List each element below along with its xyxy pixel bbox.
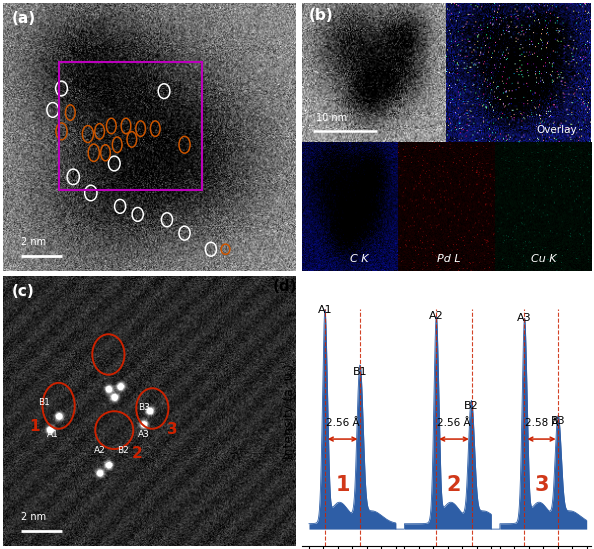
Text: C K: C K — [350, 254, 368, 264]
Text: Cu K: Cu K — [531, 254, 557, 264]
Text: B2: B2 — [465, 401, 479, 411]
Text: 2.56 Å: 2.56 Å — [437, 418, 470, 428]
Text: B3: B3 — [551, 416, 566, 426]
Text: (c): (c) — [12, 284, 34, 299]
Text: 1: 1 — [336, 475, 350, 495]
Text: B2: B2 — [117, 446, 129, 455]
Text: 2: 2 — [447, 475, 461, 495]
Text: Pd L: Pd L — [437, 254, 460, 264]
Text: A1: A1 — [318, 305, 332, 315]
Text: (b): (b) — [309, 8, 334, 23]
Text: (d): (d) — [273, 279, 298, 294]
Text: B3: B3 — [138, 403, 150, 412]
Text: B1: B1 — [38, 397, 50, 407]
Text: Overlay: Overlay — [536, 125, 577, 135]
Text: 3: 3 — [534, 475, 549, 495]
Text: A3: A3 — [138, 430, 150, 439]
Text: 2: 2 — [132, 446, 143, 461]
Text: 10 nm: 10 nm — [316, 113, 347, 122]
Text: A3: A3 — [517, 313, 532, 323]
Text: A2: A2 — [429, 311, 444, 321]
Text: 2.56 Å: 2.56 Å — [326, 418, 359, 428]
Text: A2: A2 — [94, 446, 106, 455]
Text: 2 nm: 2 nm — [21, 512, 46, 522]
Y-axis label: Intensity (a. u.): Intensity (a. u.) — [283, 363, 296, 459]
Text: A1: A1 — [47, 430, 59, 439]
Bar — [59, 61, 202, 191]
Text: 3: 3 — [167, 422, 178, 437]
Text: B1: B1 — [353, 367, 368, 377]
Text: (a): (a) — [12, 11, 36, 26]
Text: 2 nm: 2 nm — [21, 237, 46, 247]
Text: 2.58 Å: 2.58 Å — [525, 418, 558, 428]
Text: 1: 1 — [29, 419, 40, 434]
